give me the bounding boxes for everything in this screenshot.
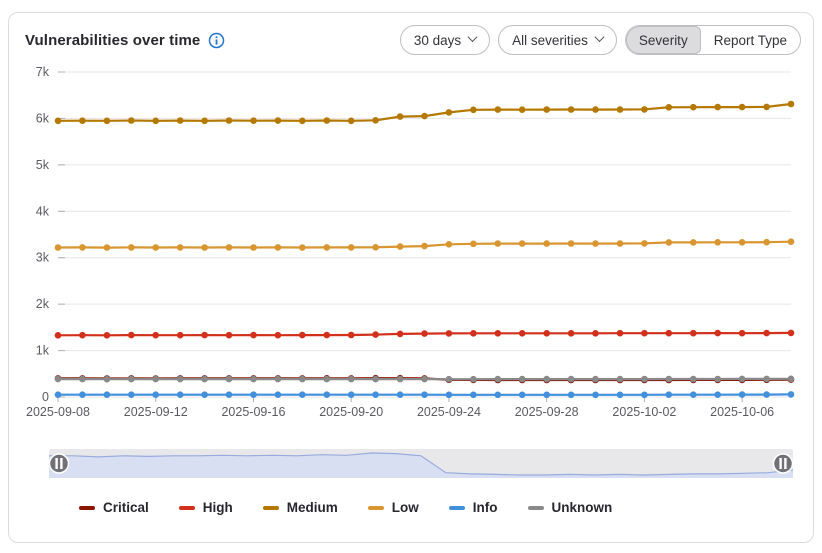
- series-line-medium: [54, 100, 795, 125]
- chart-legend: Critical High Medium Low Info Unknown: [79, 500, 797, 515]
- series-line-low: [54, 238, 795, 251]
- card-header: Vulnerabilities over time 30 days All se…: [9, 13, 813, 67]
- slider-data-shadow: [49, 453, 793, 478]
- legend-label: Low: [391, 500, 419, 515]
- slider-right-handle[interactable]: [772, 453, 794, 474]
- severity-toggle-button[interactable]: Severity: [625, 26, 701, 54]
- slider-left-handle[interactable]: [48, 453, 70, 474]
- series-line-info: [54, 391, 795, 399]
- x-axis-tick-label: 2025-09-08: [26, 405, 90, 419]
- legend-label: High: [202, 500, 233, 515]
- legend-color-dash: [448, 505, 465, 510]
- legend-color-dash: [262, 505, 279, 510]
- legend-label: Critical: [103, 500, 149, 515]
- y-axis-tick-label: 6k: [36, 111, 50, 125]
- legend-item-high[interactable]: High: [178, 500, 233, 515]
- legend-color-dash: [79, 505, 95, 510]
- y-axis-tick-label: 5k: [36, 158, 50, 172]
- x-axis-tick-label: 2025-09-16: [221, 405, 285, 419]
- group-by-segmented-control: Severity Report Type: [624, 25, 801, 55]
- legend-label: Medium: [286, 500, 338, 515]
- chevron-down-icon: [594, 32, 605, 43]
- legend-item-unknown[interactable]: Unknown: [527, 500, 613, 515]
- legend-item-info[interactable]: Info: [448, 500, 498, 515]
- chevron-down-icon: [467, 32, 478, 43]
- y-axis-tick-label: 3k: [36, 251, 50, 265]
- x-axis-tick-label: 2025-10-06: [710, 405, 774, 419]
- y-axis-tick-label: 2k: [36, 297, 50, 311]
- legend-item-critical[interactable]: Critical: [79, 500, 149, 515]
- x-axis-tick-label: 2025-10-02: [612, 405, 676, 419]
- data-zoom-slider: [48, 449, 794, 478]
- report-type-toggle-button[interactable]: Report Type: [700, 26, 800, 54]
- vulnerabilities-chart-card: 0 1k 2k 3k 4k 5k 6k 7k 2025-09-08 2025-09-12 2025-…: [8, 12, 814, 543]
- y-axis-tick-label: 1k: [36, 344, 50, 358]
- y-axis-tick-label: 4k: [36, 204, 50, 218]
- legend-label: Info: [472, 500, 498, 515]
- y-axis-tick-label: 0: [42, 390, 49, 404]
- days-dropdown[interactable]: 30 days: [399, 25, 491, 55]
- x-axis-tick-label: 2025-09-12: [124, 405, 188, 419]
- series-line-high: [54, 329, 795, 339]
- info-icon[interactable]: [208, 32, 225, 49]
- legend-color-dash: [367, 505, 384, 510]
- days-dropdown-label: 30 days: [413, 32, 462, 48]
- legend-color-dash: [178, 505, 195, 510]
- x-axis-tick-label: 2025-09-24: [417, 405, 481, 419]
- legend-color-dash: [527, 505, 544, 510]
- legend-item-low[interactable]: Low: [367, 500, 419, 515]
- page-title: Vulnerabilities over time: [25, 31, 201, 49]
- legend-item-medium[interactable]: Medium: [262, 500, 338, 515]
- severities-dropdown[interactable]: All severities: [498, 25, 617, 55]
- series-line-unknown: [54, 375, 795, 383]
- y-axis-tick-label: 7k: [36, 65, 50, 79]
- x-axis: 2025-09-08 2025-09-12 2025-09-16 2025-09-20…: [26, 397, 774, 419]
- x-axis-tick-label: 2025-09-20: [319, 405, 383, 419]
- gridlines: 0 1k 2k 3k 4k 5k 6k 7k: [36, 65, 791, 404]
- x-axis-tick-label: 2025-09-28: [515, 405, 579, 419]
- legend-label: Unknown: [551, 500, 613, 515]
- chart-controls: 30 days All severities Severity Report T…: [399, 25, 801, 55]
- severities-dropdown-label: All severities: [512, 32, 588, 48]
